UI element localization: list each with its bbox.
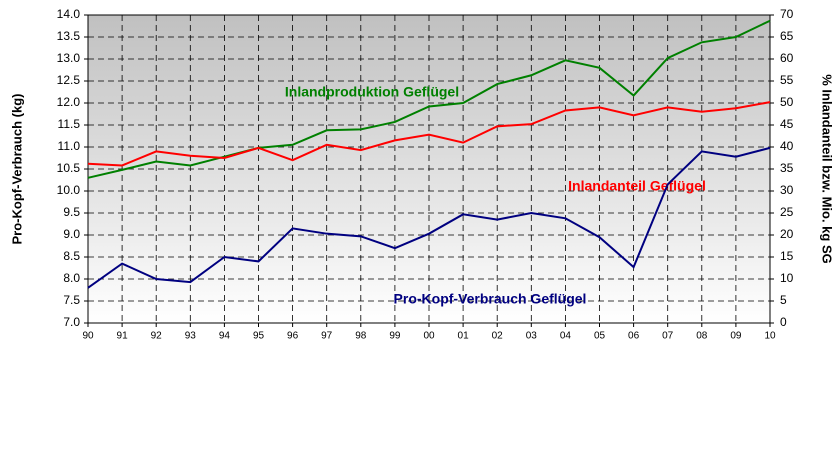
y2-tick-label: 55 (780, 73, 794, 87)
x-tick-label: 90 (82, 331, 94, 342)
series-line (87, 101, 771, 167)
y2-tick-label: 10 (780, 271, 794, 285)
y-tick-label: 10.0 (57, 183, 81, 197)
plot-border (87, 14, 771, 324)
x-tick-label: 01 (458, 331, 470, 342)
y2-tick-label: 65 (780, 29, 794, 43)
y2-tick-label: 35 (780, 161, 794, 175)
series-label: Inlandproduktion Geflügel (285, 84, 459, 100)
y-tick-label: 13.0 (57, 51, 81, 65)
y2-tick-label: 45 (780, 117, 794, 131)
x-tick-label: 10 (764, 331, 776, 342)
y-tick-label: 9.0 (63, 227, 80, 241)
y-tick-label: 12.0 (57, 95, 81, 109)
y-tick-label: 7.0 (63, 315, 80, 329)
series-label: Inlandanteil Geflügel (568, 178, 706, 194)
x-tick-label: 09 (730, 331, 742, 342)
y2-axis-label: % Inlandanteil bzw. Mio. kg SG (820, 74, 835, 263)
y-tick-label: 11.0 (58, 139, 81, 153)
y-tick-label: 12.5 (57, 73, 81, 87)
y-tick-label: 14.0 (57, 7, 81, 21)
y2-tick-label: 40 (780, 139, 794, 153)
x-tick-label: 02 (492, 331, 504, 342)
x-tick-label: 99 (389, 331, 401, 342)
y2-tick-label: 5 (780, 293, 787, 307)
y2-tick-label: 60 (780, 51, 794, 65)
series-line (87, 146, 771, 289)
x-tick-label: 07 (662, 331, 674, 342)
series-label: Pro-Kopf-Verbrauch Geflügel (394, 291, 587, 307)
x-tick-label: 92 (151, 331, 163, 342)
x-tick-label: 03 (526, 331, 538, 342)
y-tick-label: 13.5 (57, 29, 81, 43)
y2-tick-label: 70 (780, 7, 794, 21)
x-tick-label: 08 (696, 331, 708, 342)
y2-tick-label: 15 (780, 249, 794, 263)
x-tick-label: 94 (219, 331, 231, 342)
x-tick-label: 95 (253, 331, 265, 342)
x-tick-label: 05 (594, 331, 606, 342)
x-tick-label: 06 (628, 331, 640, 342)
y-axis-label: Pro-Kopf-Verbrauch (kg) (9, 94, 24, 245)
x-tick-label: 04 (560, 331, 572, 342)
y2-tick-label: 0 (780, 315, 787, 329)
x-tick-label: 00 (423, 331, 435, 342)
y2-tick-label: 20 (780, 227, 794, 241)
x-tick-label: 98 (355, 331, 367, 342)
x-tick-label: 97 (321, 331, 333, 342)
y-tick-label: 11.5 (58, 117, 81, 131)
y2-tick-label: 30 (780, 183, 794, 197)
y2-tick-label: 25 (780, 205, 794, 219)
x-tick-label: 91 (117, 331, 129, 342)
y-tick-label: 10.5 (57, 161, 81, 175)
series-line (87, 19, 771, 179)
y-tick-label: 9.5 (63, 205, 80, 219)
y2-tick-label: 50 (780, 95, 794, 109)
y-tick-label: 7.5 (63, 293, 80, 307)
x-tick-label: 93 (185, 331, 197, 342)
y-tick-label: 8.5 (63, 249, 80, 263)
y-tick-label: 8.0 (63, 271, 80, 285)
x-tick-label: 96 (287, 331, 299, 342)
